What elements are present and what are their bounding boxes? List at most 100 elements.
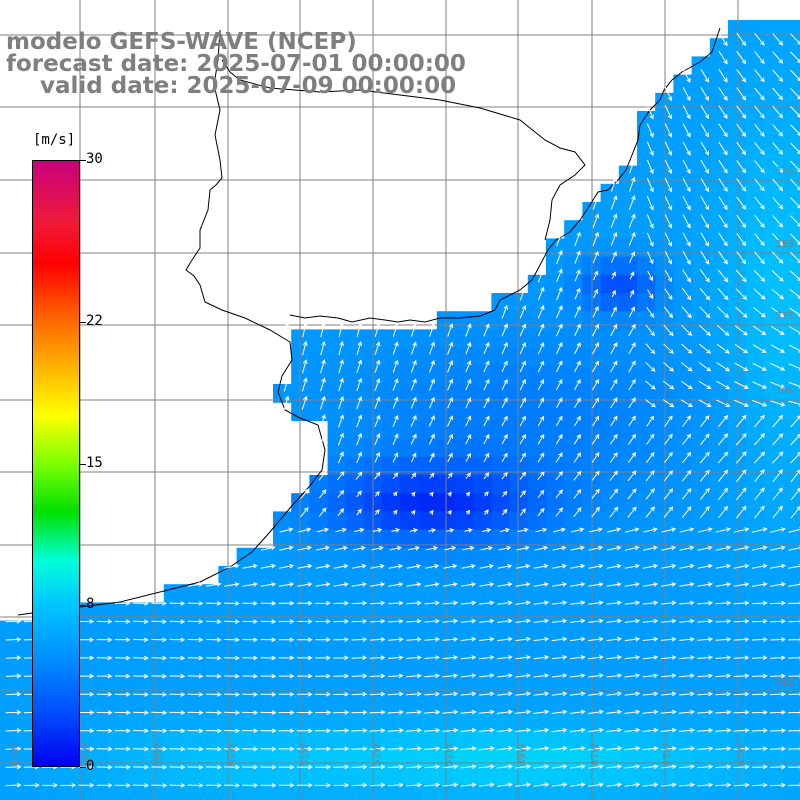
wind-cell xyxy=(509,402,529,421)
wind-arrow xyxy=(447,341,454,355)
wind-arrow xyxy=(424,764,441,770)
wind-cell xyxy=(764,256,784,276)
wind-arrow xyxy=(642,618,659,624)
longitude-labels: 63W 61W 59W 57W 55W 53W 51W 49W 47W 45W 43W xyxy=(10,743,747,766)
wind-cell xyxy=(200,766,219,785)
wind-arrow xyxy=(5,782,22,788)
wind-arrow xyxy=(224,673,240,679)
wind-cell xyxy=(546,711,565,731)
wind-arrow xyxy=(501,304,508,319)
wind-arrow xyxy=(661,582,677,587)
wind-arrow xyxy=(410,433,417,445)
wind-arrow xyxy=(788,400,800,407)
wind-arrow xyxy=(754,505,765,519)
wind-cell xyxy=(527,602,547,622)
wind-cell xyxy=(637,384,656,403)
wind-arrow xyxy=(374,341,381,355)
wind-cell xyxy=(72,784,92,800)
wind-cell xyxy=(418,675,438,694)
wind-cell xyxy=(618,456,638,476)
wind-arrow xyxy=(406,600,422,606)
wind-cell xyxy=(345,693,365,713)
wind-cell xyxy=(782,584,800,603)
wind-cell xyxy=(491,693,511,713)
wind-arrow xyxy=(301,395,308,410)
wind-arrow xyxy=(501,341,508,355)
wind-arrow xyxy=(628,360,636,373)
wind-arrow xyxy=(700,159,710,174)
wind-arrow xyxy=(569,764,586,769)
wind-cell xyxy=(564,438,583,458)
wind-cell xyxy=(728,165,747,185)
wind-arrow xyxy=(424,709,441,715)
wind-arrow xyxy=(770,618,786,624)
wind-cell xyxy=(709,602,729,622)
wind-arrow xyxy=(570,673,586,678)
wind-arrow xyxy=(296,691,313,697)
wind-arrow xyxy=(356,490,362,498)
wind-arrow xyxy=(335,527,347,533)
wind-cell xyxy=(691,620,711,640)
wind-cell xyxy=(291,657,310,676)
wind-arrow xyxy=(242,746,259,752)
wind-arrow xyxy=(151,692,168,697)
wind-arrow xyxy=(96,691,113,697)
wind-cell xyxy=(291,547,310,567)
wind-arrow xyxy=(96,655,113,661)
wind-cell xyxy=(491,566,511,585)
wind-cell xyxy=(691,475,711,494)
wind-cell xyxy=(418,584,438,603)
wind-arrow xyxy=(555,360,563,373)
wind-arrow xyxy=(628,213,636,228)
wind-cell xyxy=(91,766,110,785)
wind-arrow xyxy=(351,782,368,788)
wind-cell xyxy=(309,620,329,640)
wind-cell xyxy=(673,729,693,749)
wind-arrow xyxy=(424,673,441,679)
wind-arrow xyxy=(460,764,477,770)
wind-cell xyxy=(473,456,492,476)
wind-cell xyxy=(728,129,747,148)
wind-arrow xyxy=(571,527,585,533)
wind-arrow xyxy=(132,783,150,788)
wind-arrow xyxy=(411,472,417,479)
wind-arrow xyxy=(679,527,695,533)
wind-cell xyxy=(728,147,747,167)
wind-cell xyxy=(764,92,784,112)
wind-arrow xyxy=(169,783,186,788)
wind-cell xyxy=(455,420,474,440)
wind-cell xyxy=(709,620,729,640)
wind-cell xyxy=(327,638,347,658)
wind-arrow xyxy=(588,655,604,660)
wind-cell xyxy=(91,675,110,694)
wind-arrow xyxy=(242,673,259,679)
wind-arrow xyxy=(790,69,800,82)
wind-cell xyxy=(764,784,784,800)
wind-cell xyxy=(709,274,729,294)
wind-cell xyxy=(400,402,420,421)
wind-cell xyxy=(728,693,747,713)
wind-arrow xyxy=(483,360,490,373)
wind-arrow xyxy=(369,782,386,788)
wind-arrow xyxy=(627,488,637,500)
wind-arrow xyxy=(790,51,800,63)
wind-arrow xyxy=(406,637,422,642)
wind-cell xyxy=(273,602,292,622)
wind-cell xyxy=(491,384,511,403)
wind-arrow xyxy=(624,563,640,569)
wind-arrow xyxy=(278,673,295,679)
wind-arrow xyxy=(501,452,508,463)
wind-arrow xyxy=(661,527,677,533)
wind-arrow xyxy=(551,655,568,660)
wind-cell xyxy=(546,584,565,603)
wind-arrow xyxy=(628,195,636,210)
wind-arrow xyxy=(682,123,691,138)
wind-arrow xyxy=(588,782,604,788)
wind-cell xyxy=(455,402,474,421)
wind-arrow xyxy=(428,528,437,533)
wind-cell xyxy=(746,784,765,800)
wind-arrow xyxy=(96,619,113,624)
wind-arrow xyxy=(465,323,472,337)
wind-arrow xyxy=(392,414,399,427)
